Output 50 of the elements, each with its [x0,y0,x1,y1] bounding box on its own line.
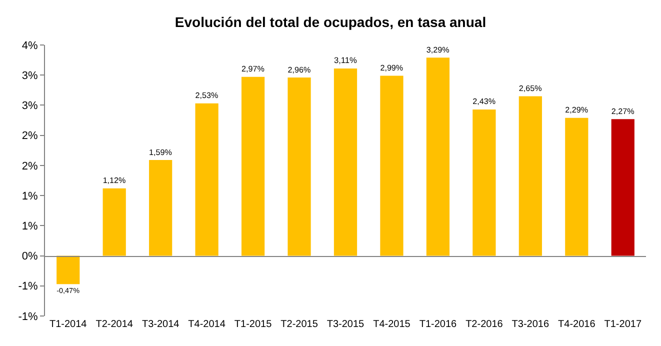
bar [472,109,496,256]
bar [56,256,80,284]
y-tick-label: 3% [22,70,38,82]
x-tick-label: T1-2014 [49,319,88,330]
data-label: -0,47% [56,286,80,296]
data-label: 2,96% [288,65,311,74]
y-tick-label: 1% [22,220,38,233]
bar [241,76,265,256]
data-label: 2,65% [518,84,542,93]
x-tick-label: T3-2015 [326,319,365,330]
data-label: 2,29% [565,106,588,115]
bar [518,96,542,256]
y-tick-label: 1% [22,190,38,202]
data-label: 3,29% [426,45,450,54]
x-tick-label: T1-2016 [419,319,458,330]
bar [334,68,358,256]
data-label: 2,97% [242,64,264,74]
x-tick-label: T3-2014 [142,319,180,330]
y-tick-label: 2% [22,160,38,172]
bar [288,78,311,256]
y-tick-label: 2% [22,130,38,142]
data-label: 2,99% [380,64,404,72]
data-label: 1,12% [102,176,126,186]
x-tick-label: T4-2016 [558,319,596,330]
bar [380,76,404,256]
bar [102,188,126,256]
data-label: 2,53% [195,91,218,100]
data-label: 2,43% [472,97,496,106]
x-tick-label: T2-2016 [466,319,504,330]
x-tick-label: T2-2014 [96,319,134,330]
x-tick-label: T2-2015 [280,319,318,330]
bar [565,118,588,256]
y-tick-label: 0% [22,250,38,263]
x-tick-label: T1-2017 [604,319,642,330]
chart-title: Evolución del total de ocupados, en tasa anual [174,14,486,30]
x-tick-label: T4-2014 [188,319,226,330]
y-tick-label: 3% [22,100,38,112]
x-tick-label: T1-2015 [234,319,272,330]
bar [149,160,172,256]
y-tick-label: -1% [18,310,38,323]
data-label: 2,27% [611,106,634,116]
bar [611,119,634,256]
x-tick-label: T4-2015 [373,319,411,330]
data-label: 3,11% [334,55,358,66]
bar [426,58,450,256]
y-tick-label: 4% [22,40,38,52]
bar [195,103,218,256]
x-tick-label: T3-2016 [512,319,550,330]
y-tick-label: -1% [18,280,38,293]
data-label: 1,59% [149,148,172,157]
